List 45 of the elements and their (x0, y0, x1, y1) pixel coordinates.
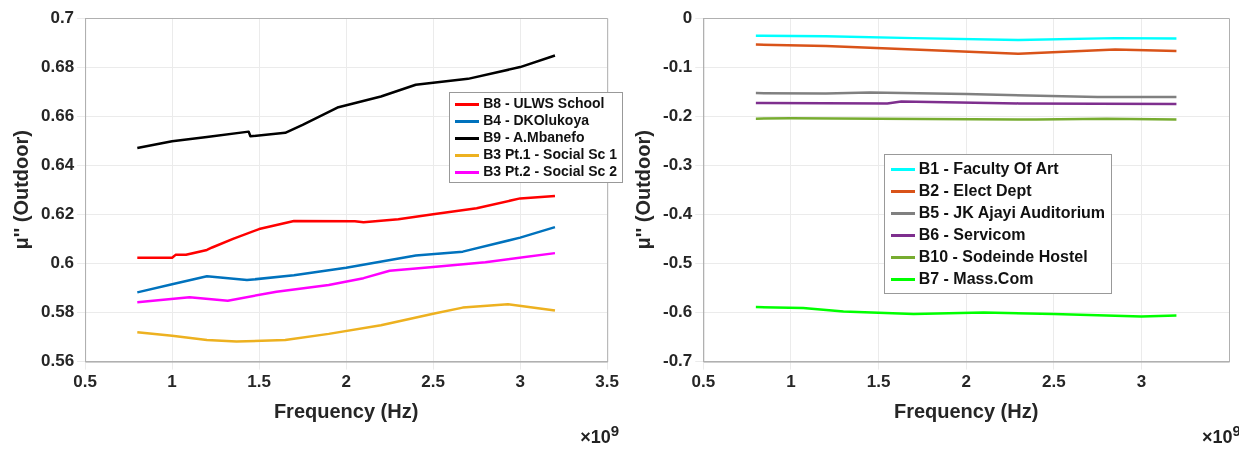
y-tick-label: 0 (682, 7, 693, 27)
y-tick-label: -0.6 (663, 302, 693, 322)
y-axis-title: μ'' (Outdoor) (9, 130, 32, 250)
y-axis-title: μ'' (Outdoor) (631, 130, 654, 250)
x-tick-label: 0.5 (691, 372, 716, 392)
x-tick-label: 3 (1136, 372, 1147, 392)
y-tick-label: 0.56 (40, 351, 75, 371)
legend-label: B7 - Mass.Com (918, 270, 1034, 288)
x-tick-label: 3.5 (595, 372, 619, 392)
legend-label: B2 - Elect Dept (918, 182, 1032, 200)
x-axis-title: Frequency (Hz) (273, 399, 419, 422)
x-tick-label: 2 (341, 372, 351, 392)
y-tick-label: 0.64 (40, 154, 75, 174)
y-tick-label: -0.7 (663, 351, 693, 371)
legend-label: B1 - Faculty Of Art (918, 160, 1059, 178)
legend-label: B8 - ULWS School (483, 94, 605, 111)
x-tick-label: 1.5 (866, 372, 891, 392)
x-tick-label: 3 (515, 372, 525, 392)
y-tick-label: -0.4 (663, 204, 693, 224)
y-tick-label: 0.6 (50, 253, 75, 273)
x-tick-label: 0.5 (73, 372, 97, 392)
x-tick-label: 2.5 (1041, 372, 1066, 392)
y-tick-label: -0.3 (663, 154, 693, 174)
legend-label: B3 Pt.2 - Social Sc 2 (483, 162, 618, 179)
x-tick-label: 1.5 (247, 372, 271, 392)
legend-label: B6 - Servicom (918, 226, 1026, 244)
x-tick-label: 1 (167, 372, 177, 392)
legend-label: B5 - JK Ajayi Auditorium (918, 204, 1106, 222)
x-axis-title: Frequency (Hz) (893, 399, 1039, 422)
y-tick-label: 0.58 (40, 302, 75, 322)
y-tick-label: -0.1 (663, 56, 693, 76)
x-tick-label: 2.5 (421, 372, 445, 392)
y-tick-label: 0.62 (40, 204, 75, 224)
y-tick-label: -0.2 (663, 105, 693, 125)
legend-label: B4 - DKOlukoya (483, 111, 589, 128)
legend-label: B9 - A.Mbanefo (483, 128, 585, 145)
x-tick-label: 1 (786, 372, 796, 392)
legend-label: B3 Pt.1 - Social Sc 1 (483, 145, 618, 162)
y-tick-label: -0.5 (663, 253, 693, 273)
legend-label: B10 - Sodeinde Hostel (918, 248, 1088, 266)
y-tick-label: 0.68 (40, 56, 75, 76)
x-tick-label: 2 (961, 372, 971, 392)
y-tick-label: 0.66 (40, 105, 75, 125)
y-tick-label: 0.7 (50, 7, 75, 27)
text: ×10$^{9}$ (580, 422, 620, 448)
